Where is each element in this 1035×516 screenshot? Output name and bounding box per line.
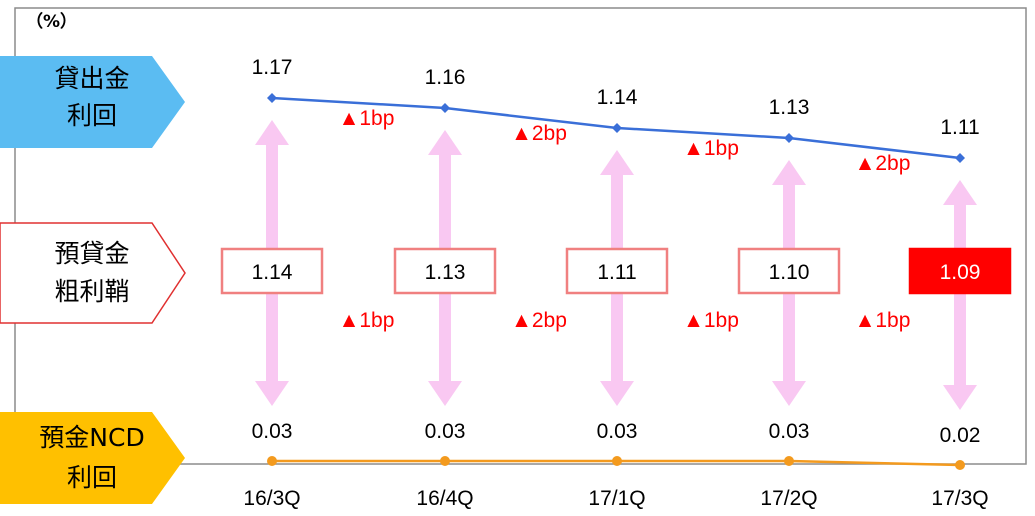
deposit-yield-value-label: 0.03 — [769, 420, 810, 443]
loan-yield-point — [440, 103, 450, 113]
loan-yield-value-label: 1.17 — [252, 56, 293, 79]
spread-value-box — [220, 247, 324, 295]
deposit-yield-value-label: 0.03 — [252, 420, 293, 443]
spread-change-label: ▲1bp — [855, 309, 911, 332]
spread-value-box — [565, 247, 669, 295]
loan-change-label: ▲2bp — [511, 122, 567, 145]
spread-arrow-head-down — [428, 381, 462, 406]
spread-arrow-head-up — [255, 120, 289, 145]
unit-label: （%） — [26, 11, 77, 32]
spread-arrow-head-up — [600, 150, 634, 175]
deposit-yield-point — [440, 456, 450, 466]
spread-value-label: 1.10 — [769, 261, 810, 284]
loan-yield-value-label: 1.14 — [597, 86, 638, 109]
plot-frame — [14, 7, 1027, 465]
spread-arrow-head-up — [772, 160, 806, 185]
loan-change-label: ▲1bp — [339, 107, 395, 130]
x-tick-label: 17/2Q — [760, 487, 817, 510]
spread-label-line1: 預貸金 — [54, 239, 129, 268]
spread-change-label: ▲2bp — [511, 309, 567, 332]
spread-value-box — [908, 247, 1012, 295]
deposit-yield-row-label: 預金NCD 利回 — [0, 412, 185, 504]
loan-yield-value-label: 1.16 — [425, 66, 466, 89]
deposit-yield-label-shape — [0, 412, 185, 504]
loan-yield-row-label: 貸出金 利回 — [0, 56, 185, 148]
spread-change-label: ▲1bp — [683, 309, 739, 332]
spread-arrow-head-up — [943, 180, 977, 205]
loan-yield-label-shape — [0, 56, 185, 148]
spread-arrow-head-down — [255, 381, 289, 406]
loan-yield-value-label: 1.13 — [769, 96, 810, 119]
deposit-yield-point — [267, 456, 277, 466]
loan-yield-label-line2: 利回 — [67, 101, 117, 130]
spread-arrow-head-up — [428, 130, 462, 155]
deposit-yield-value-label: 0.03 — [597, 420, 638, 443]
spread-arrow-head-down — [772, 381, 806, 406]
spread-label-line2: 粗利鞘 — [54, 277, 129, 306]
spread-value-box — [737, 247, 841, 295]
loan-yield-point — [267, 93, 277, 103]
x-tick-label: 16/4Q — [416, 487, 473, 510]
deposit-yield-label-line1: 預金NCD — [39, 423, 144, 452]
spread-value-label: 1.14 — [252, 261, 293, 284]
loan-change-label: ▲1bp — [683, 137, 739, 160]
spread-arrow-head-down — [600, 381, 634, 406]
deposit-yield-value-label: 0.03 — [425, 420, 466, 443]
loan-yield-label-line1: 貸出金 — [54, 64, 129, 93]
deposit-yield-value-label: 0.02 — [940, 424, 981, 447]
spread-row-label: 預貸金 粗利鞘 — [0, 222, 186, 324]
x-tick-label: 16/3Q — [243, 487, 300, 510]
spread-value-box — [393, 247, 497, 295]
x-tick-label: 17/1Q — [588, 487, 645, 510]
data-marks: 1.17 0.03 1.14 16/3Q 1.16 0.03 1.13 16/4Q 1.14 0.… — [220, 56, 1012, 510]
spread-arrow-head-down — [943, 385, 977, 410]
spread-arrow — [943, 180, 977, 410]
loan-change-label: ▲2bp — [855, 152, 911, 175]
spread-value-label: 1.09 — [940, 261, 981, 284]
loan-yield-value-label: 1.11 — [940, 116, 979, 139]
deposit-yield-point — [612, 456, 622, 466]
x-tick-label: 17/3Q — [931, 487, 988, 510]
spread-value-label: 1.13 — [425, 261, 466, 284]
spread-value-label: 1.11 — [597, 261, 636, 284]
loan-yield-point — [612, 123, 622, 133]
loan-yield-point — [955, 153, 965, 163]
loan-yield-point — [784, 133, 794, 143]
deposit-yield-label-line2: 利回 — [67, 463, 117, 492]
spread-label-shape — [0, 222, 186, 324]
spread-change-label: ▲1bp — [339, 309, 395, 332]
deposit-yield-point — [955, 460, 965, 470]
deposit-yield-point — [784, 456, 794, 466]
